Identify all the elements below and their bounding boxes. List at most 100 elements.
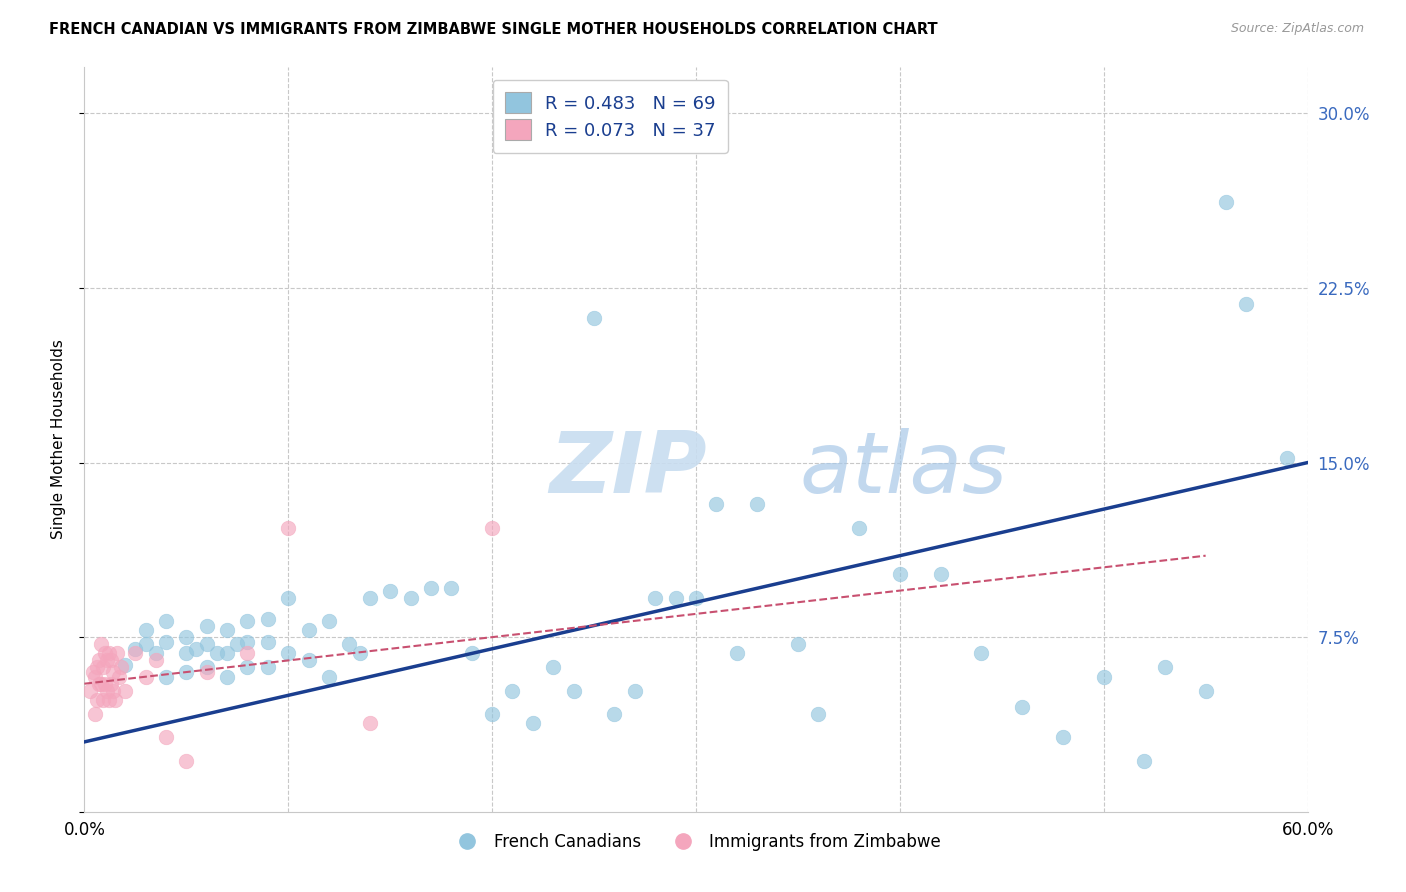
Point <box>108 670 131 684</box>
Point <box>725 647 748 661</box>
Point <box>226 637 249 651</box>
Point <box>1215 194 1237 209</box>
Point <box>101 665 124 679</box>
Point <box>87 653 110 667</box>
Point <box>1092 670 1115 684</box>
Point <box>114 683 136 698</box>
Point <box>145 647 167 661</box>
Text: FRENCH CANADIAN VS IMMIGRANTS FROM ZIMBABWE SINGLE MOTHER HOUSEHOLDS CORRELATION: FRENCH CANADIAN VS IMMIGRANTS FROM ZIMBA… <box>49 22 938 37</box>
Point <box>1052 730 1074 744</box>
Point <box>195 637 218 651</box>
Point <box>83 706 105 721</box>
Point <box>257 635 280 649</box>
Point <box>90 676 112 690</box>
Point <box>624 683 647 698</box>
Point <box>1195 683 1218 698</box>
Point <box>685 591 707 605</box>
Point <box>174 630 197 644</box>
Point <box>174 665 197 679</box>
Text: Source: ZipAtlas.com: Source: ZipAtlas.com <box>1230 22 1364 36</box>
Point <box>1154 660 1177 674</box>
Point <box>380 583 402 598</box>
Point <box>195 618 218 632</box>
Point <box>603 706 626 721</box>
Point <box>91 693 114 707</box>
Point <box>236 614 259 628</box>
Point <box>79 683 101 698</box>
Point <box>481 521 503 535</box>
Point <box>399 591 422 605</box>
Point <box>195 660 218 674</box>
Point <box>706 498 728 512</box>
Point <box>135 623 157 637</box>
Point <box>87 676 110 690</box>
Point <box>155 670 177 684</box>
Point <box>91 660 114 674</box>
Point <box>481 706 503 721</box>
Point <box>1236 297 1258 311</box>
Point <box>205 647 228 661</box>
Point <box>665 591 688 605</box>
Point <box>145 653 167 667</box>
Point <box>100 676 122 690</box>
Point <box>461 647 484 661</box>
Point <box>135 637 157 651</box>
Point <box>96 683 118 698</box>
Point <box>747 498 769 512</box>
Point <box>174 754 197 768</box>
Point <box>502 683 524 698</box>
Point <box>848 521 870 535</box>
Point <box>277 521 299 535</box>
Point <box>257 660 280 674</box>
Point <box>277 591 299 605</box>
Point <box>96 653 118 667</box>
Point <box>124 647 146 661</box>
Point <box>277 647 299 661</box>
Point <box>583 311 606 326</box>
Point <box>644 591 666 605</box>
Point <box>889 567 911 582</box>
Point <box>298 653 321 667</box>
Point <box>195 665 218 679</box>
Point <box>100 653 122 667</box>
Point <box>186 641 208 656</box>
Point <box>135 670 157 684</box>
Point <box>110 660 132 674</box>
Point <box>318 614 340 628</box>
Point <box>105 647 128 661</box>
Point <box>1133 754 1156 768</box>
Point <box>86 660 108 674</box>
Point <box>97 647 120 661</box>
Point <box>217 670 239 684</box>
Point <box>236 660 259 674</box>
Point <box>90 637 112 651</box>
Point <box>257 611 280 625</box>
Point <box>155 635 177 649</box>
Text: atlas: atlas <box>800 427 1008 510</box>
Point <box>318 670 340 684</box>
Point <box>787 637 810 651</box>
Point <box>562 683 585 698</box>
Y-axis label: Single Mother Households: Single Mother Households <box>51 339 66 540</box>
Point <box>124 641 146 656</box>
Point <box>217 623 239 637</box>
Point <box>420 582 443 596</box>
Point <box>298 623 321 637</box>
Point <box>104 693 127 707</box>
Point <box>339 637 361 651</box>
Point <box>349 647 371 661</box>
Text: ZIP: ZIP <box>550 427 707 510</box>
Point <box>359 716 381 731</box>
Point <box>114 658 136 673</box>
Point <box>236 647 259 661</box>
Point <box>807 706 830 721</box>
Point <box>217 647 239 661</box>
Point <box>359 591 381 605</box>
Point <box>440 582 463 596</box>
Point <box>155 614 177 628</box>
Point <box>236 635 259 649</box>
Point <box>1011 700 1033 714</box>
Point <box>93 676 115 690</box>
Point <box>82 665 104 679</box>
Point <box>543 660 565 674</box>
